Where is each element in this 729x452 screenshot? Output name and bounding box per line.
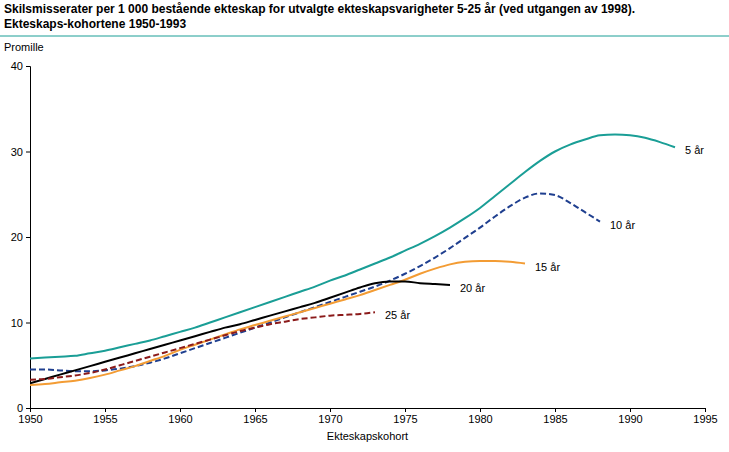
x-tick-mark xyxy=(480,408,481,412)
x-tick: 1960 xyxy=(168,408,192,425)
y-axis-line xyxy=(26,67,31,409)
x-tick-label: 1985 xyxy=(543,413,567,425)
y-tick-mark xyxy=(26,323,30,324)
x-tick: 1975 xyxy=(393,408,417,425)
series-label: 5 år xyxy=(685,144,704,156)
x-tick-mark xyxy=(555,408,556,412)
title: Skilsmisserater per 1 000 bestående ekte… xyxy=(4,2,635,16)
subtitle: Ekteskaps-kohortene 1950-1993 xyxy=(4,17,186,31)
x-tick-mark xyxy=(405,408,406,412)
x-tick-label: 1955 xyxy=(93,413,117,425)
series-line xyxy=(30,312,375,380)
chart: Skilsmisserater per 1 000 bestående ekte… xyxy=(0,0,729,452)
y-tick: 40 xyxy=(11,60,30,72)
x-tick-label: 1950 xyxy=(18,413,42,425)
y-tick-label: 20 xyxy=(11,231,23,243)
x-tick: 1970 xyxy=(318,408,342,425)
x-tick-label: 1960 xyxy=(168,413,192,425)
y-tick-mark xyxy=(26,152,30,153)
x-tick-mark xyxy=(255,408,256,412)
x-tick-mark xyxy=(630,408,631,412)
series-line xyxy=(30,261,525,385)
y-axis: 0 10 20 30 40 xyxy=(11,60,31,414)
y-axis-title: Promille xyxy=(4,41,44,53)
y-tick-label: 10 xyxy=(11,317,23,329)
x-axis-title: Ekteskapskohort xyxy=(327,430,408,442)
x-tick-label: 1965 xyxy=(243,413,267,425)
x-tick: 1955 xyxy=(93,408,117,425)
series-label: 25 år xyxy=(385,309,410,321)
x-tick-label: 1970 xyxy=(318,413,342,425)
x-tick-mark xyxy=(180,408,181,412)
x-tick-label: 1975 xyxy=(393,413,417,425)
series-labels: 5 år 10 år 15 år 20 år 25 år xyxy=(385,144,704,321)
series-label: 10 år xyxy=(610,219,635,231)
y-tick: 30 xyxy=(11,146,30,158)
y-tick-mark xyxy=(26,66,30,67)
y-tick-label: 0 xyxy=(17,402,23,414)
x-tick: 1990 xyxy=(618,408,642,425)
x-tick: 1980 xyxy=(468,408,492,425)
series-line xyxy=(30,193,600,371)
y-tick-mark xyxy=(26,237,30,238)
x-tick-mark xyxy=(705,408,706,412)
x-tick-label: 1980 xyxy=(468,413,492,425)
x-tick: 1995 xyxy=(693,408,717,425)
x-tick: 1985 xyxy=(543,408,567,425)
series-label: 20 år xyxy=(460,282,485,294)
plot-area xyxy=(30,134,675,385)
y-tick-label: 30 xyxy=(11,146,23,158)
y-tick-mark xyxy=(26,408,30,409)
series-line xyxy=(30,281,450,383)
x-axis: 1950 1955 1960 1965 1970 1975 1980 1985 1990 1995 xyxy=(18,408,717,425)
x-tick-mark xyxy=(105,408,106,412)
series-line xyxy=(30,134,675,358)
x-axis-line xyxy=(31,409,706,413)
y-tick: 0 xyxy=(17,402,30,414)
x-tick-label: 1995 xyxy=(693,413,717,425)
y-tick: 20 xyxy=(11,231,30,243)
title-rule xyxy=(0,36,729,37)
y-tick-label: 40 xyxy=(11,60,23,72)
series-label: 15 år xyxy=(535,261,560,273)
x-tick-label: 1990 xyxy=(618,413,642,425)
x-tick: 1965 xyxy=(243,408,267,425)
y-tick: 10 xyxy=(11,317,30,329)
x-tick-mark xyxy=(330,408,331,412)
